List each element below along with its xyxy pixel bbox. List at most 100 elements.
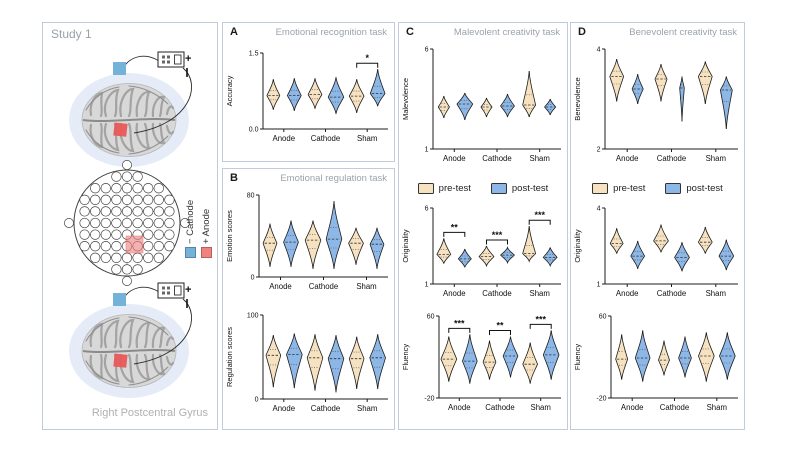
- svg-text:1.5: 1.5: [249, 51, 259, 58]
- panel-letter-B: B: [230, 172, 238, 184]
- panel-letter-D: D: [578, 26, 586, 38]
- chart-benevolent-fluency: 60 -20 Fluency Anode Cathode Sham: [573, 314, 738, 412]
- svg-text:Cathode: Cathode: [311, 134, 340, 143]
- chart-benevolence: 4 2 Benevolence Anode Cathode Sham: [573, 47, 738, 163]
- chart-benevolent-originality: 4 1 Originality Anode Cathode Sham: [573, 206, 738, 298]
- svg-text:Cathode: Cathode: [311, 404, 340, 413]
- chart-malevolence: 6 1 Malevolence Anode Cathode Sham: [401, 47, 561, 163]
- svg-text:Benevolence: Benevolence: [573, 77, 582, 120]
- svg-text:Anode: Anode: [443, 289, 466, 298]
- svg-text:-20: -20: [596, 396, 606, 403]
- svg-text:Sham: Sham: [707, 403, 727, 412]
- svg-text:Sham: Sham: [530, 289, 550, 298]
- svg-text:***: ***: [492, 230, 503, 240]
- study-label: Study 1: [51, 27, 92, 41]
- svg-text:Anode: Anode: [273, 134, 296, 143]
- svg-text:0: 0: [251, 275, 255, 282]
- post-test-label: post-test: [686, 182, 723, 194]
- svg-text:Sham: Sham: [357, 134, 377, 143]
- legend-post-test: post-test: [665, 182, 723, 194]
- svg-text:**: **: [496, 321, 504, 331]
- svg-text:Anode: Anode: [621, 403, 644, 412]
- svg-text:0: 0: [255, 397, 259, 404]
- study-design-panel: + Study 1 − Cathode + Anode Right Postce…: [42, 22, 218, 430]
- cathode-label: − Cathode: [184, 199, 196, 244]
- montage-legend-anode: + Anode: [201, 186, 212, 258]
- pre-test-swatch: [417, 182, 434, 194]
- legend-pre-test: pre-test: [417, 182, 471, 194]
- svg-text:Cathode: Cathode: [482, 289, 511, 298]
- anode-swatch: [201, 247, 212, 258]
- svg-text:1: 1: [597, 282, 601, 289]
- panel-C: C Malevolent creativity task 6 1 Malevolen…: [398, 22, 568, 430]
- svg-text:Anode: Anode: [616, 154, 639, 163]
- svg-text:Sham: Sham: [357, 404, 377, 413]
- panel-B: B Emotional regulation task 80 0 Emotion s…: [222, 168, 395, 430]
- panel-letter-A: A: [230, 26, 238, 38]
- anode-target-region: [125, 235, 144, 254]
- chart-regulation-scores: 100 0 Regulation scores Anode Cathode Sham: [225, 313, 388, 413]
- post-test-label: post-test: [511, 182, 549, 194]
- svg-text:Anode: Anode: [273, 404, 296, 413]
- pre-post-legend: pre-test post-test: [399, 176, 567, 200]
- post-test-swatch: [665, 182, 682, 194]
- svg-text:***: ***: [534, 210, 545, 220]
- panel-D-header: D Benevolent creativity task: [571, 23, 744, 41]
- svg-text:1: 1: [425, 147, 429, 154]
- svg-text:0.0: 0.0: [249, 127, 259, 134]
- svg-text:Anode: Anode: [269, 282, 292, 291]
- svg-text:6: 6: [425, 47, 429, 54]
- svg-text:Anode: Anode: [616, 289, 639, 298]
- svg-text:***: ***: [535, 314, 546, 324]
- svg-text:**: **: [451, 222, 459, 232]
- svg-text:Malevolence: Malevolence: [401, 78, 410, 120]
- svg-text:Sham: Sham: [356, 282, 376, 291]
- eeg-montage: [64, 160, 190, 286]
- legend-post-test: post-test: [490, 182, 549, 194]
- chart-accuracy: 1.5 0.0 Accuracy Anode Cathode Sham *: [225, 51, 388, 143]
- svg-text:Cathode: Cathode: [657, 289, 686, 298]
- svg-text:4: 4: [597, 47, 601, 54]
- brain-top: [69, 52, 192, 167]
- pre-test-swatch: [592, 182, 609, 194]
- svg-text:Sham: Sham: [531, 403, 551, 412]
- svg-text:Anode: Anode: [448, 403, 471, 412]
- svg-text:Cathode: Cathode: [660, 403, 689, 412]
- svg-text:Emotion scores: Emotion scores: [225, 210, 234, 262]
- montage-legend-cathode: − Cathode: [185, 186, 196, 258]
- post-test-swatch: [490, 182, 507, 194]
- svg-text:Fluency: Fluency: [573, 344, 582, 371]
- svg-text:Anode: Anode: [443, 154, 466, 163]
- pre-test-label: pre-test: [613, 182, 646, 194]
- svg-text:Sham: Sham: [706, 154, 726, 163]
- svg-text:Sham: Sham: [706, 289, 726, 298]
- svg-text:***: ***: [454, 318, 465, 328]
- svg-text:Cathode: Cathode: [485, 403, 514, 412]
- panel-title-D: Benevolent creativity task: [629, 27, 737, 38]
- pre-post-legend: pre-test post-test: [571, 176, 744, 200]
- anode-label: + Anode: [200, 208, 212, 244]
- panel-D: D Benevolent creativity task 4 2 Benevolen…: [570, 22, 745, 430]
- panel-title-A: Emotional recognition task: [275, 27, 387, 38]
- svg-text:Originality: Originality: [401, 229, 410, 263]
- svg-text:Accuracy: Accuracy: [225, 75, 234, 106]
- brain-bottom: [69, 283, 192, 398]
- svg-text:1: 1: [425, 282, 429, 289]
- svg-text:Regulation scores: Regulation scores: [225, 327, 234, 387]
- svg-text:*: *: [365, 53, 369, 63]
- svg-text:60: 60: [599, 314, 607, 321]
- svg-text:Cathode: Cathode: [482, 154, 511, 163]
- panel-A-header: A Emotional recognition task: [223, 23, 394, 41]
- pre-test-label: pre-test: [438, 182, 471, 194]
- svg-text:Cathode: Cathode: [657, 154, 686, 163]
- cathode-swatch: [185, 247, 196, 258]
- svg-text:60: 60: [427, 314, 435, 321]
- panel-A: A Emotional recognition task 1.5 0.0 Accur…: [222, 22, 395, 162]
- panel-B-header: B Emotional regulation task: [223, 169, 394, 187]
- svg-text:Sham: Sham: [530, 154, 550, 163]
- brain-stimulation-graphic: +: [64, 23, 219, 431]
- svg-text:80: 80: [247, 193, 255, 200]
- svg-text:6: 6: [425, 206, 429, 213]
- svg-text:4: 4: [597, 206, 601, 213]
